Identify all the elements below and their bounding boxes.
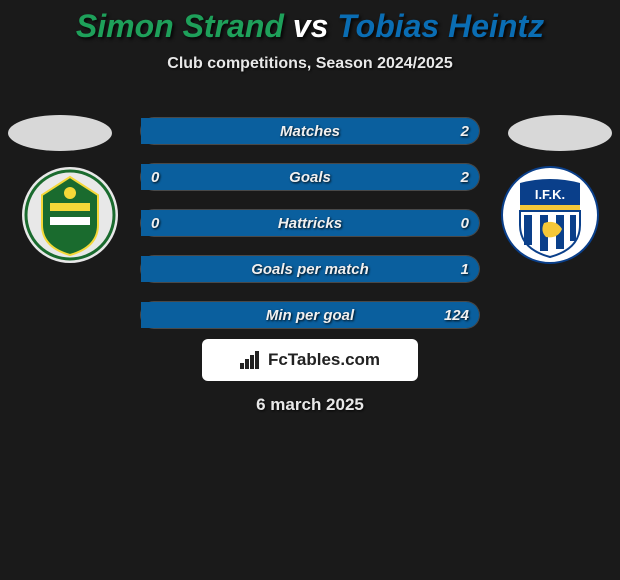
stat-value-right: 0 [461, 210, 469, 236]
source-logo-text: FcTables.com [268, 350, 380, 370]
stat-row: Goals0 2 [140, 163, 480, 191]
subtitle: Club competitions, Season 2024/2025 [0, 55, 620, 73]
club-badge-left [20, 165, 120, 265]
stat-label: Goals [141, 164, 479, 190]
stat-value-right: 2 [461, 164, 469, 190]
date-label: 6 march 2025 [0, 395, 620, 415]
page-title: Simon Strand vs Tobias Heintz [0, 8, 620, 45]
stat-row: Matches2 [140, 117, 480, 145]
player1-shadow-ellipse [8, 115, 112, 151]
stat-label: Matches [141, 118, 479, 144]
chart-bars-icon [240, 351, 262, 369]
vs-text: vs [293, 8, 329, 44]
stat-value-left: 0 [151, 164, 159, 190]
player2-name: Tobias Heintz [337, 8, 544, 44]
comparison-card: Simon Strand vs Tobias Heintz Club compe… [0, 0, 620, 415]
stat-row: Hattricks0 0 [140, 209, 480, 237]
stat-label: Hattricks [141, 210, 479, 236]
stat-value-right: 2 [461, 118, 469, 144]
club-badge-right: I.F.K. [500, 165, 600, 265]
player1-name: Simon Strand [76, 8, 284, 44]
stat-rows: Matches2Goals02Hattricks00Goals per matc… [140, 117, 480, 347]
stat-value-right: 1 [461, 256, 469, 282]
stat-value-left: 0 [151, 210, 159, 236]
stat-value-right: 124 [444, 302, 469, 328]
main-area: I.F.K. Matches2Goals02Hattricks00Goals p… [0, 101, 620, 331]
stat-row: Min per goal124 [140, 301, 480, 329]
stat-label: Goals per match [141, 256, 479, 282]
svg-text:I.F.K.: I.F.K. [535, 187, 565, 202]
stat-label: Min per goal [141, 302, 479, 328]
stat-row: Goals per match1 [140, 255, 480, 283]
player2-shadow-ellipse [508, 115, 612, 151]
